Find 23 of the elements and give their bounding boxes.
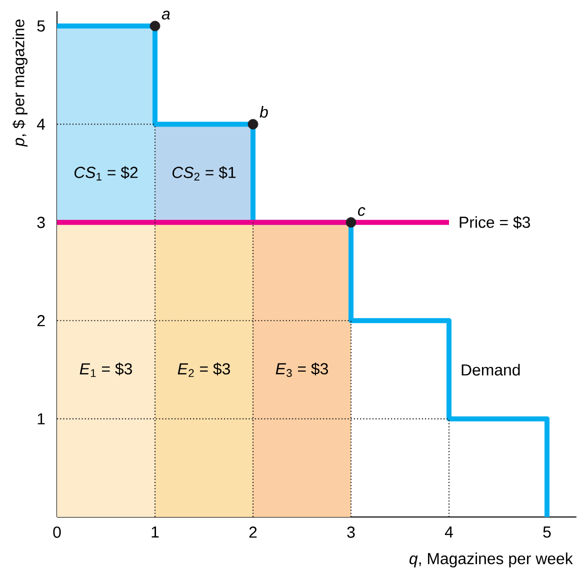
y-tick-label: 4 (36, 118, 46, 130)
x-tick-label: 5 (543, 526, 551, 538)
x-tick-label: 1 (152, 526, 159, 538)
data-label: E$_{3}$ = $3 (276, 362, 328, 377)
series-label: Demand (462, 364, 520, 376)
annotation: c (358, 207, 366, 216)
y-tick-label: 1 (38, 413, 45, 424)
data-label: E$_{2}$ = $3 (178, 362, 230, 377)
annotation: a (162, 10, 170, 20)
y-tick-label: 2 (37, 315, 45, 326)
x-axis-title: q, Magazines per week (410, 552, 573, 568)
y-tick-label: 3 (37, 216, 45, 228)
data-label: CS$_{2}$ = $1 (172, 166, 236, 181)
x-tick-label: 4 (444, 526, 453, 538)
x-tick-label: 2 (249, 526, 257, 538)
y-axis-title: p, $ per magazine (12, 20, 28, 147)
y-tick-label: 5 (37, 20, 45, 32)
x-tick-label: 0 (53, 526, 61, 538)
annotation: b (260, 106, 268, 118)
series-label: Price = $3 (460, 216, 530, 229)
data-label: E$_{1}$ = $3 (80, 362, 132, 377)
x-tick-label: 3 (347, 526, 355, 538)
data-label: CS$_{1}$ = $2 (74, 166, 138, 181)
